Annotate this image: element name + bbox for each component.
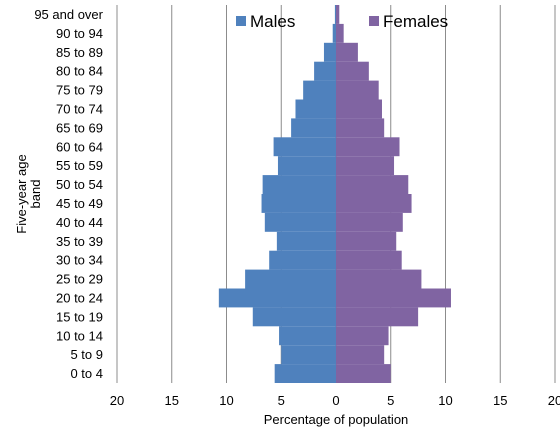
- bar-males-1: [281, 345, 336, 365]
- bar-females-12: [336, 137, 400, 157]
- legend-label-males: Males: [250, 12, 295, 31]
- bar-females-17: [336, 42, 358, 62]
- bar-males-15: [303, 80, 336, 100]
- bar-males-10: [262, 175, 336, 194]
- bar-females-0: [336, 364, 391, 383]
- y-tick-label: 45 to 49: [56, 196, 103, 211]
- bar-males-7: [276, 231, 336, 251]
- bar-females-15: [336, 80, 379, 100]
- y-axis-title: Five-year ageband: [14, 154, 43, 233]
- bar-females-7: [336, 231, 397, 251]
- legend-swatch-males: [236, 16, 246, 26]
- bar-females-2: [336, 326, 389, 346]
- y-tick-label: 40 to 44: [56, 215, 103, 230]
- bar-males-0: [274, 364, 336, 383]
- y-tick-label: 70 to 74: [56, 101, 103, 116]
- bar-males-6: [269, 250, 336, 270]
- bar-females-4: [336, 288, 451, 308]
- legend-swatch-females: [369, 16, 379, 26]
- y-tick-label: 65 to 69: [56, 120, 103, 135]
- x-tick-label: 0: [332, 393, 339, 408]
- bar-males-13: [291, 118, 336, 138]
- bar-males-11: [277, 156, 336, 176]
- x-tick-label: 5: [278, 393, 285, 408]
- bar-males-9: [261, 194, 336, 213]
- y-tick-label: 55 to 59: [56, 158, 103, 173]
- y-tick-label: 10 to 14: [56, 328, 103, 343]
- y-tick-label: 5 to 9: [70, 347, 103, 362]
- y-tick-label: 90 to 94: [56, 26, 103, 41]
- y-tick-label: 30 to 34: [56, 253, 103, 268]
- x-tick-label: 15: [493, 393, 507, 408]
- bar-males-8: [264, 212, 336, 232]
- y-tick-label: 80 to 84: [56, 64, 103, 79]
- bars: [218, 5, 451, 383]
- bar-females-8: [336, 212, 403, 232]
- bar-males-19: [334, 5, 336, 24]
- bar-females-18: [336, 23, 344, 43]
- y-tick-label: 60 to 64: [56, 139, 103, 154]
- x-tick-label: 20: [548, 393, 560, 408]
- bar-males-3: [252, 307, 336, 327]
- bar-females-6: [336, 250, 402, 270]
- bar-males-17: [323, 42, 336, 62]
- legend: Males Females: [236, 12, 448, 31]
- bar-females-13: [336, 118, 385, 138]
- bar-females-1: [336, 345, 385, 365]
- y-tick-label: 15 to 19: [56, 309, 103, 324]
- y-tick-label: 20 to 24: [56, 290, 103, 305]
- y-tick-label: 75 to 79: [56, 83, 103, 98]
- x-tick-labels: 20 15 10 5 0 5 10 15 20: [110, 393, 560, 408]
- bar-males-12: [273, 137, 336, 157]
- bar-females-16: [336, 61, 369, 81]
- bar-females-14: [336, 99, 382, 119]
- bar-males-14: [295, 99, 336, 119]
- y-tick-label: 35 to 39: [56, 234, 103, 249]
- x-axis-title: Percentage of population: [264, 412, 409, 427]
- x-tick-label: 20: [110, 393, 124, 408]
- y-tick-label: 95 and over: [34, 7, 103, 22]
- bar-females-10: [336, 175, 409, 194]
- legend-label-females: Females: [383, 12, 448, 31]
- bar-females-11: [336, 156, 395, 176]
- x-tick-label: 10: [219, 393, 233, 408]
- bar-females-5: [336, 269, 422, 289]
- x-tick-label: 10: [438, 393, 452, 408]
- bar-females-9: [336, 194, 412, 213]
- y-tick-labels: 0 to 4 5 to 9 10 to 14 15 to 19 20 to 24 25 t…: [34, 7, 103, 381]
- bar-males-5: [245, 269, 336, 289]
- y-tick-label: 50 to 54: [56, 177, 103, 192]
- bar-males-18: [332, 23, 336, 43]
- bar-males-16: [314, 61, 336, 81]
- y-axis-title-line: band: [28, 180, 43, 209]
- y-tick-label: 25 to 29: [56, 272, 103, 287]
- y-tick-label: 85 to 89: [56, 45, 103, 60]
- bar-males-2: [279, 326, 336, 346]
- y-tick-label: 0 to 4: [70, 366, 103, 381]
- y-axis-title-line: Five-year age: [14, 154, 29, 233]
- x-tick-label: 15: [165, 393, 179, 408]
- bar-females-19: [336, 5, 340, 24]
- bar-females-3: [336, 307, 419, 327]
- x-tick-label: 5: [387, 393, 394, 408]
- bar-males-4: [218, 288, 336, 308]
